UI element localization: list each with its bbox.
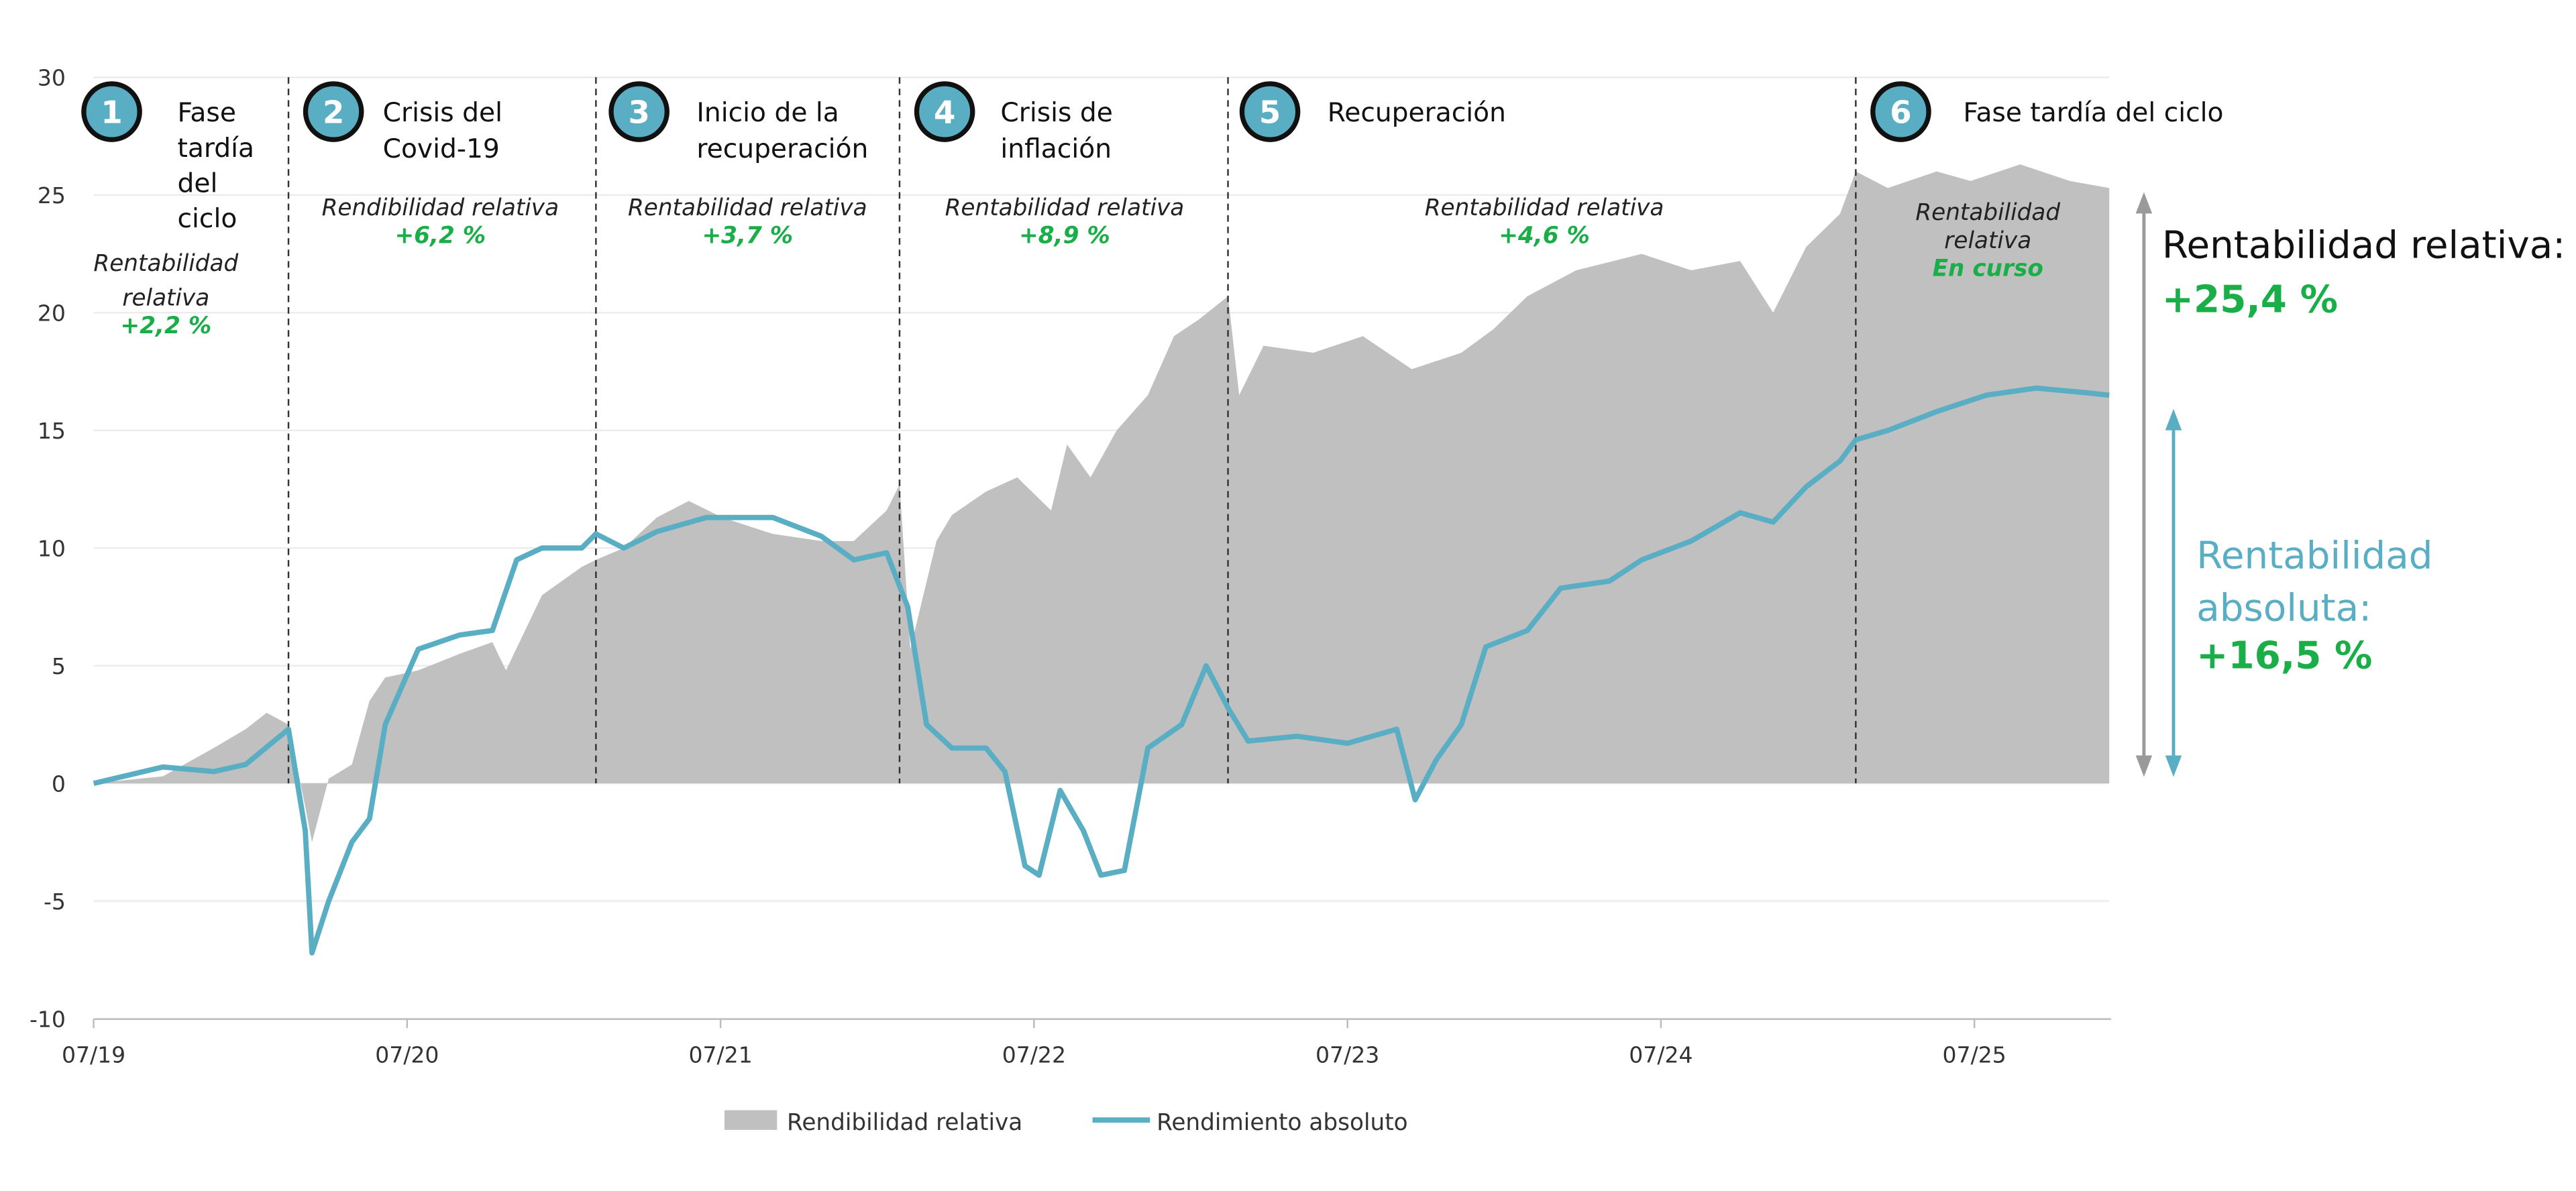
y-tick-label: 30 (38, 65, 66, 91)
phase-number: 3 (628, 95, 649, 131)
y-tick-label: -5 (44, 889, 66, 915)
phase-number: 4 (934, 95, 955, 131)
phase-5: 5 Recuperación Rentabilidad relativa+4,6 % (1239, 81, 1664, 249)
y-tick-label: 5 (52, 653, 66, 679)
phase-2: 2 Crisis del Covid-19 Rendibilidad relativa… (303, 81, 559, 249)
phase-title: Covid-19 (383, 134, 500, 164)
phase-relative-value: +3,7 % (702, 222, 793, 249)
phase-title: Crisis de (1000, 98, 1112, 128)
phase-title: Fase tardía del ciclo (1964, 98, 2224, 128)
phase-relative-label: Rentabilidad relativa (1425, 194, 1664, 221)
phase-annotations: 1 FasetardíadelcicloRentabilidadrelativa+… (81, 81, 2224, 339)
phase-relative-label: Rentabilidad (93, 250, 238, 277)
phase-3: 3 Inicio de la recuperación Rentabilidad re… (608, 81, 868, 249)
phase-relative-label: Rentabilidad relativa (628, 194, 867, 221)
phase-relative-value: +4,6 % (1499, 222, 1590, 249)
phase-title: Recuperación (1328, 98, 1506, 128)
legend-label-relative: Rendibilidad relativa (787, 1109, 1022, 1136)
absolute-total-label-1: Rentabilidad (2196, 534, 2432, 577)
phase-number: 5 (1259, 95, 1281, 131)
phase-badge-icon (608, 81, 669, 142)
y-tick-label: 10 (38, 535, 66, 561)
legend-label-absolute: Rendimiento absoluto (1157, 1109, 1408, 1136)
legend: Rendibilidad relativa Rendimiento absolu… (724, 1109, 1408, 1136)
legend-swatch-relative (724, 1110, 777, 1130)
phase-relative-value: +2,2 % (121, 313, 212, 339)
x-tick-label: 07/21 (688, 1041, 752, 1068)
phase-number: 1 (101, 95, 122, 131)
phase-relative-label: relativa (1944, 227, 2031, 254)
x-tick-label: 07/22 (1002, 1041, 1066, 1068)
x-tick-label: 07/19 (62, 1041, 125, 1068)
absolute-total-label-2: absoluta: (2196, 587, 2371, 630)
phase-title: Inicio de la (696, 98, 839, 128)
phase-relative-value: En curso (1933, 255, 2043, 282)
phase-1: 1 Fase tardía del ciclo Rentabilidad relativa+… (81, 81, 254, 339)
phase-title: Fase (177, 98, 235, 128)
phase-title: tardía (177, 133, 254, 164)
x-tick-label: 07/25 (1943, 1041, 2006, 1068)
relative-arrow-icon (2135, 192, 2153, 777)
phase-title: inflación (1000, 134, 1112, 164)
x-axis: 07/19 07/20 07/21 07/22 07/23 07/24 07/25 (62, 1019, 2006, 1068)
right-annotations: Rentabilidad relativa: +25,4 % Rentabili… (2135, 192, 2565, 777)
y-axis: -10 -5 0 5 10 15 20 25 30 (30, 65, 66, 1033)
phase-number: 2 (323, 95, 344, 131)
absolute-return-line (93, 385, 2110, 956)
phase-title: ciclo (177, 204, 237, 234)
phase-badge-icon (1239, 81, 1301, 142)
y-tick-label: 20 (38, 300, 66, 327)
phase-title: Crisis del (383, 98, 502, 128)
y-tick-label: -10 (30, 1006, 66, 1032)
x-tick-label: 07/20 (375, 1041, 439, 1068)
absolute-arrow-icon (2165, 408, 2182, 777)
relative-total-value: +25,4 % (2162, 278, 2338, 321)
relative-return-area (93, 164, 2110, 842)
phase-badge-icon (303, 81, 364, 142)
relative-total-label: Rentabilidad relativa: (2162, 223, 2565, 267)
phase-title: del (177, 169, 217, 199)
phase-relative-label: Rentabilidad relativa (945, 194, 1185, 221)
x-tick-label: 07/23 (1316, 1041, 1379, 1068)
phase-number: 6 (1890, 95, 1911, 131)
phase-badge-icon (81, 81, 142, 142)
phase-badge-icon (1870, 81, 1931, 142)
phase-dividers (287, 77, 1857, 784)
phase-4: 4 Crisis de inflación Rentabilidad relativa… (914, 81, 1185, 249)
phase-badge-icon (914, 81, 975, 142)
absolute-total-value: +16,5 % (2196, 634, 2372, 678)
phase-relative-label: relativa (122, 285, 209, 312)
x-tick-label: 07/24 (1629, 1041, 1693, 1068)
phase-relative-label: Rentabilidad (1915, 199, 2060, 226)
phase-relative-value: +6,2 % (394, 222, 486, 249)
phase-6: 6 Fase tardía del ciclo Rentabilidadrelati… (1870, 81, 2224, 282)
phase-relative-label: Rendibilidad relativa (322, 194, 559, 221)
phase-relative-value: +8,9 % (1019, 222, 1110, 249)
y-tick-label: 15 (38, 418, 66, 444)
y-tick-label: 25 (38, 182, 66, 209)
y-tick-label: 0 (52, 771, 66, 797)
phase-title: recuperación (696, 134, 868, 164)
